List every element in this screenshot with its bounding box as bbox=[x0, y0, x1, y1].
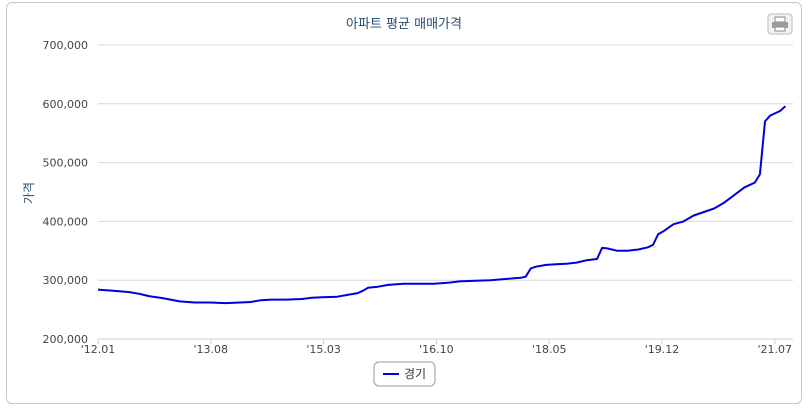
printer-icon bbox=[772, 16, 788, 32]
y-tick-label: 400,000 bbox=[43, 215, 89, 228]
x-tick-label: '18.05 bbox=[532, 343, 567, 356]
series-line-경기[interactable] bbox=[97, 105, 787, 305]
x-tick-label: '21.07 bbox=[758, 343, 793, 356]
y-axis-ticks: 700,000 600,000 500,000 400,000 300,000 200,0… bbox=[43, 39, 89, 346]
legend-box bbox=[373, 361, 436, 387]
grid bbox=[98, 44, 793, 340]
print-button[interactable] bbox=[767, 13, 793, 35]
y-tick-label: 300,000 bbox=[43, 274, 89, 287]
y-tick-label: 700,000 bbox=[43, 39, 89, 52]
chart-title: 아파트 평균 매매가격 bbox=[346, 17, 462, 32]
y-tick-label: 600,000 bbox=[43, 98, 89, 111]
y-axis-title: 가격 bbox=[22, 182, 36, 204]
y-tick-label: 500,000 bbox=[43, 157, 89, 170]
series-layer bbox=[97, 105, 787, 305]
x-tick-label: '13.08 bbox=[194, 343, 229, 356]
y-tick-label: 200,000 bbox=[43, 333, 89, 346]
x-tick-label: '15.03 bbox=[306, 343, 341, 356]
x-axis-ticks: '12.01 '13.08 '15.03 '16.10 '18.05 '19.12 '21.… bbox=[81, 339, 792, 356]
chart-frame bbox=[6, 2, 802, 404]
x-tick-label: '16.10 bbox=[419, 343, 454, 356]
legend[interactable]: 경기 bbox=[373, 361, 436, 387]
legend-label[interactable]: 경기 bbox=[404, 367, 426, 381]
x-tick-label: '12.01 bbox=[81, 343, 116, 356]
x-tick-label: '19.12 bbox=[645, 343, 680, 356]
